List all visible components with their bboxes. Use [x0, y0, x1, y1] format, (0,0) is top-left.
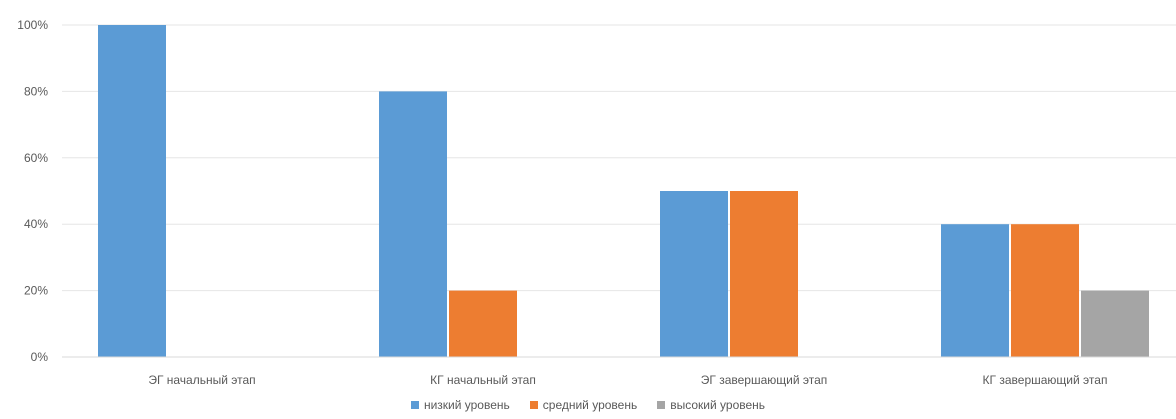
legend-label: средний уровень — [542, 398, 638, 412]
legend-swatch — [529, 401, 538, 409]
legend-item: низкий уровень — [410, 398, 510, 412]
bar-1-1 — [98, 25, 166, 357]
y-tick-label: 60% — [24, 151, 48, 165]
category-label: КГ завершающий этап — [983, 373, 1108, 387]
y-axis-tick-labels: 0% 20% 40% 60% 80% 100% — [17, 18, 48, 364]
bar-2-3 — [730, 191, 798, 357]
y-tick-label: 80% — [24, 84, 48, 98]
legend-item: высокий уровень — [657, 398, 765, 412]
legend-item: средний уровень — [529, 398, 638, 412]
y-tick-label: 0% — [31, 350, 49, 364]
legend-swatch — [657, 401, 666, 409]
bar-1-4 — [941, 224, 1009, 357]
legend: низкий уровень средний уровень высокий уро… — [0, 398, 1176, 412]
bar-2-4 — [1011, 224, 1079, 357]
category-label: ЭГ начальный этап — [148, 373, 255, 387]
bar-1-2 — [379, 91, 447, 358]
bar-3-4 — [1081, 290, 1149, 357]
x-axis-category-labels: ЭГ начальный этап КГ начальный этап ЭГ зав… — [148, 373, 1107, 387]
bar-1-3 — [660, 191, 728, 357]
legend-label: низкий уровень — [423, 398, 510, 412]
category-label: ЭГ завершающий этап — [701, 373, 828, 387]
category-label: КГ начальный этап — [430, 373, 536, 387]
legend-swatch — [410, 401, 419, 409]
bar-2-2 — [449, 290, 517, 357]
legend-label: высокий уровень — [670, 398, 766, 412]
y-tick-label: 40% — [24, 217, 48, 231]
y-tick-label: 20% — [24, 284, 48, 298]
bars — [98, 25, 1149, 358]
y-tick-label: 100% — [17, 18, 48, 32]
